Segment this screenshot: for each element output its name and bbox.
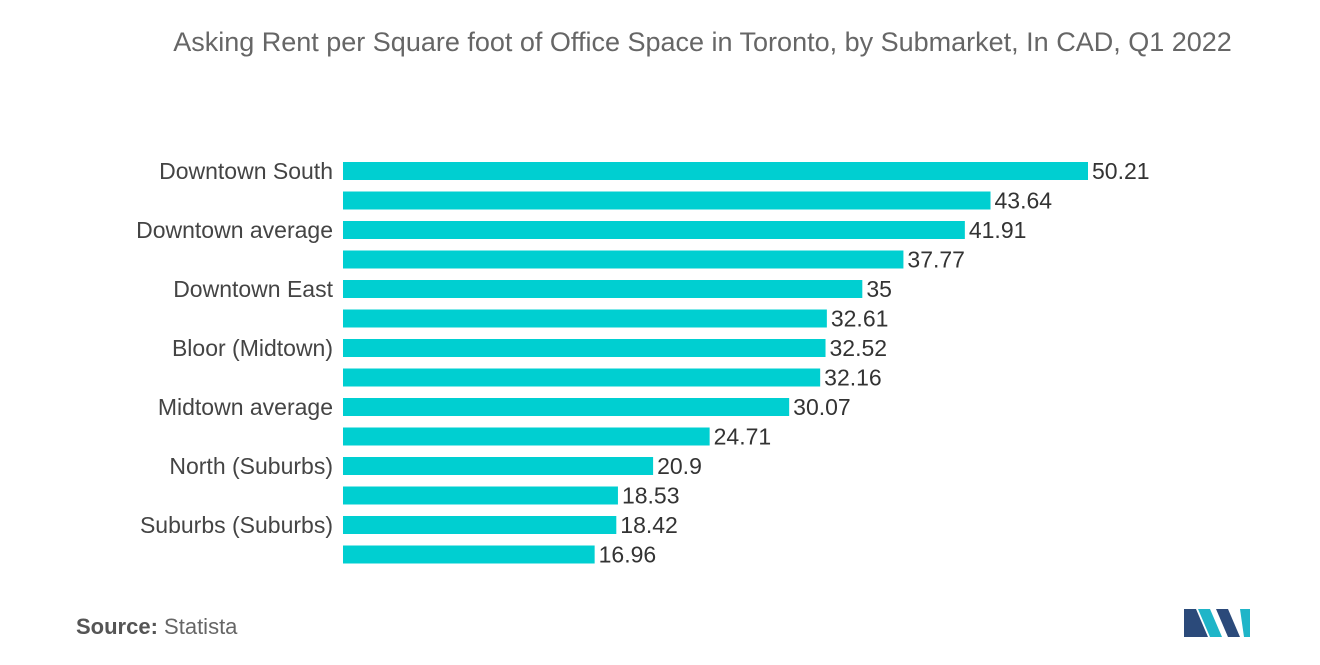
data-label: 35 <box>866 276 892 302</box>
data-label: 16.96 <box>599 542 657 568</box>
category-label: Suburbs (Suburbs) <box>140 512 333 538</box>
data-label: 43.64 <box>995 188 1053 214</box>
source-value: Statista <box>164 614 238 639</box>
bar <box>343 516 617 534</box>
bar <box>343 398 790 416</box>
bar <box>343 339 826 357</box>
source-label: Source: <box>76 614 158 639</box>
data-label: 41.91 <box>969 217 1027 243</box>
category-label: North (Suburbs) <box>169 453 333 479</box>
data-label: 32.52 <box>830 335 888 361</box>
logo-left-stroke <box>1184 609 1208 637</box>
data-label: 32.16 <box>824 365 882 391</box>
data-label: 50.21 <box>1092 158 1150 184</box>
data-label: 18.53 <box>622 483 680 509</box>
bar <box>343 368 821 387</box>
bar-chart: 50.21 Downtown South 43.64 41.91 Downtown av… <box>136 158 1150 568</box>
data-label: 30.07 <box>793 394 851 420</box>
logo-mid-stroke <box>1198 609 1222 637</box>
logo-right-stroke <box>1216 609 1240 637</box>
data-label: 37.77 <box>907 247 965 273</box>
bar <box>343 280 863 298</box>
data-label: 24.71 <box>714 424 772 450</box>
bar <box>343 250 904 269</box>
bar <box>343 457 654 475</box>
data-label: 32.61 <box>831 306 889 332</box>
category-label: Downtown East <box>173 276 333 302</box>
bar <box>343 309 827 328</box>
category-label: Midtown average <box>158 394 333 420</box>
category-label: Bloor (Midtown) <box>172 335 333 361</box>
data-label: 18.42 <box>620 512 678 538</box>
bar <box>343 162 1088 180</box>
data-label: 20.9 <box>657 453 702 479</box>
bar <box>343 191 991 210</box>
bar <box>343 427 710 446</box>
bar <box>343 486 618 505</box>
category-label: Downtown South <box>159 158 333 184</box>
logo-end-stroke <box>1240 609 1250 637</box>
source-note: Source: Statista <box>76 614 237 640</box>
mordor-intelligence-logo-icon <box>1184 609 1250 637</box>
category-label: Downtown average <box>136 217 333 243</box>
chart-title: Asking Rent per Square foot of Office Sp… <box>173 27 1232 57</box>
bar <box>343 545 595 564</box>
bar <box>343 221 965 239</box>
